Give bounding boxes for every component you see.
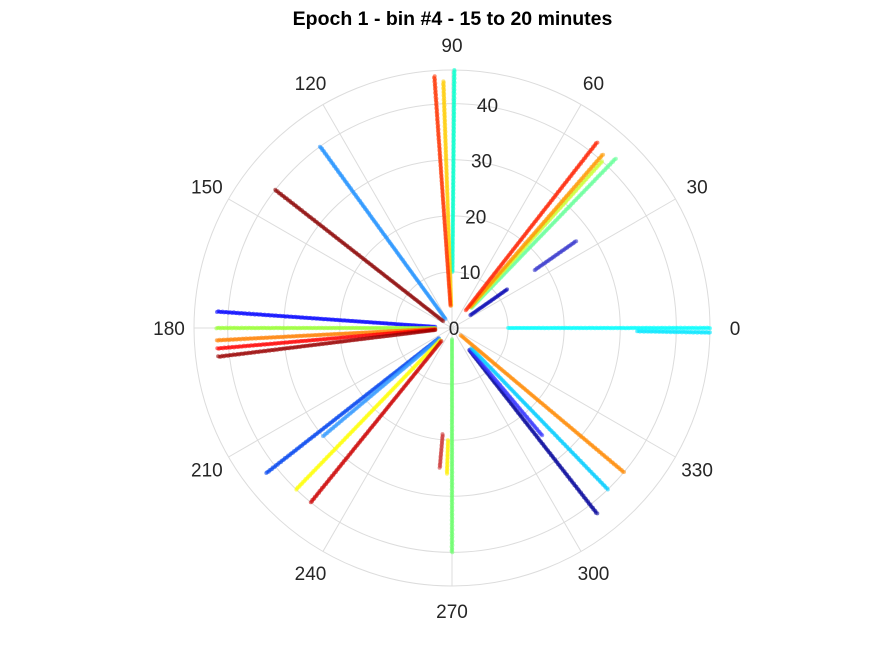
- series-20: [294, 338, 443, 492]
- theta-tick-label: 150: [191, 178, 223, 199]
- theta-tick-label: 60: [583, 74, 604, 95]
- r-tick-label: 30: [471, 152, 492, 173]
- series-7: [463, 140, 600, 313]
- data-point: [540, 433, 545, 438]
- series-8: [450, 68, 457, 274]
- chart-title: Epoch 1 - bin #4 - 15 to 20 minutes: [292, 8, 613, 30]
- theta-tick-label: 30: [687, 178, 708, 199]
- series-1: [506, 325, 712, 331]
- data-point: [216, 354, 221, 359]
- series-22: [449, 337, 455, 555]
- series-3: [532, 239, 579, 273]
- r-tick-label: 10: [459, 263, 480, 284]
- data-point: [215, 310, 219, 314]
- data-point: [445, 471, 449, 476]
- data-point: [574, 239, 579, 244]
- data-point: [215, 346, 220, 351]
- series-2: [468, 287, 510, 318]
- data-point: [595, 511, 600, 516]
- series-26: [468, 347, 545, 438]
- series-18: [264, 336, 441, 475]
- series-6: [468, 152, 606, 309]
- data-point: [294, 487, 299, 492]
- series-23: [444, 438, 451, 476]
- series-4: [469, 156, 618, 310]
- data-point: [601, 152, 606, 157]
- data-point: [708, 326, 712, 331]
- data-point: [437, 465, 442, 470]
- grid-spoke-210: [228, 327, 453, 458]
- grid-spoke-120: [322, 104, 453, 329]
- data-point: [308, 500, 313, 505]
- theta-tick-label: 270: [436, 602, 468, 623]
- grid-spoke-240: [322, 327, 453, 552]
- data-point: [600, 159, 604, 164]
- series-10: [432, 74, 453, 308]
- data-point: [214, 338, 219, 343]
- data-marks: [214, 68, 712, 555]
- data-point: [317, 144, 322, 149]
- data-point: [264, 471, 269, 475]
- data-point: [432, 74, 437, 79]
- grid-spoke-150: [228, 198, 453, 329]
- data-point: [273, 187, 278, 192]
- series-21: [308, 339, 444, 505]
- series-24: [437, 432, 445, 470]
- theta-tick-label: 300: [578, 564, 610, 585]
- series-11: [317, 144, 448, 321]
- series-12: [273, 187, 446, 324]
- tick-labels: 0 30 60 90 120 150 180 210 240 270 300 330 0 10 20 30 40: [153, 36, 740, 623]
- data-point: [321, 434, 325, 439]
- theta-tick-label: 120: [295, 74, 327, 95]
- series-9: [441, 79, 454, 308]
- data-point: [505, 287, 510, 292]
- grid-spoke-30: [451, 198, 676, 329]
- series-27: [469, 346, 610, 492]
- series-17: [216, 328, 438, 359]
- theta-tick-label: 240: [295, 564, 327, 585]
- series-19: [321, 336, 442, 439]
- theta-tick-label: 90: [441, 36, 462, 57]
- series-25: [467, 348, 600, 516]
- series-28: [458, 333, 626, 474]
- data-point: [441, 79, 446, 84]
- theta-tick-label: 0: [730, 319, 741, 340]
- data-point: [452, 68, 457, 72]
- data-point: [708, 330, 712, 335]
- data-point: [450, 550, 455, 555]
- theta-tick-label: 210: [191, 461, 223, 482]
- grid-spoke-330: [451, 327, 676, 458]
- r-tick-label: 0: [449, 319, 460, 340]
- grid-spoke-300: [451, 327, 582, 552]
- data-point: [622, 470, 626, 474]
- data-point: [613, 156, 618, 161]
- theta-tick-label: 180: [153, 319, 185, 340]
- data-point: [214, 326, 219, 331]
- theta-tick-label: 330: [681, 461, 713, 482]
- data-point: [595, 140, 600, 145]
- r-tick-label: 40: [477, 96, 498, 117]
- data-point: [605, 487, 610, 492]
- r-tick-label: 20: [465, 207, 486, 228]
- grid-spoke-60: [451, 104, 582, 329]
